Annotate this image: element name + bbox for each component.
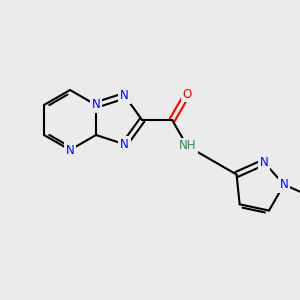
Text: N: N (120, 89, 129, 102)
Text: N: N (260, 156, 268, 169)
Text: O: O (182, 88, 192, 100)
Text: N: N (280, 178, 288, 191)
Text: N: N (120, 138, 129, 151)
Text: NH: NH (178, 140, 196, 152)
Text: N: N (92, 98, 100, 112)
Text: N: N (66, 143, 74, 157)
